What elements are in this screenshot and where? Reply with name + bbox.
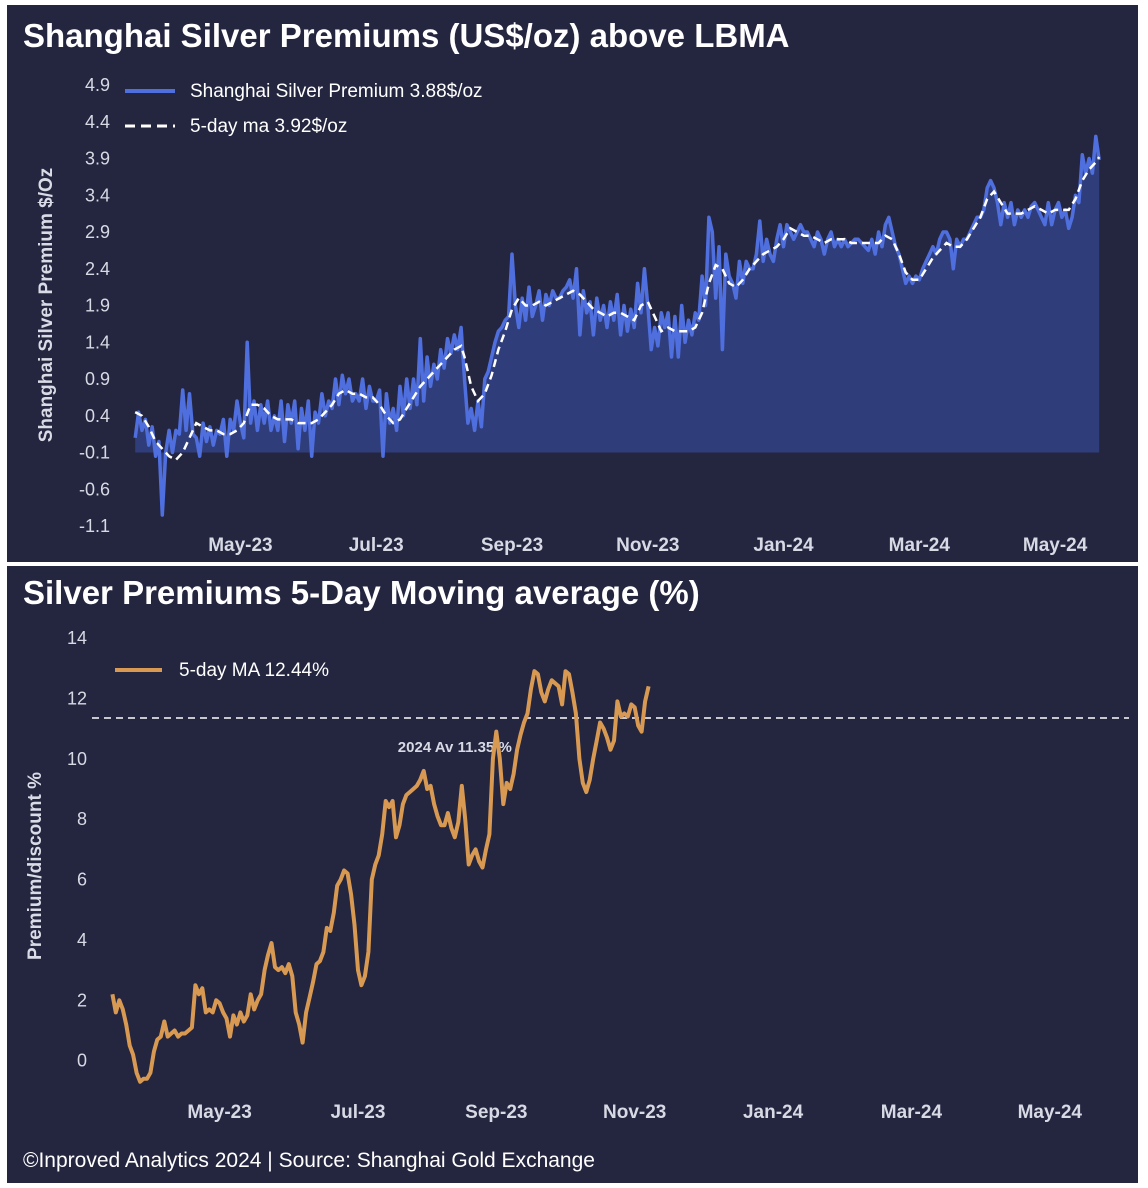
premium-y-tick: 0.9 bbox=[85, 369, 110, 389]
ma-percent-line bbox=[110, 669, 651, 1084]
premium-y-tick: 3.9 bbox=[85, 149, 110, 169]
ma-x-tick: May-24 bbox=[1018, 1102, 1083, 1123]
legend-ma-label: 5-day ma 3.92$/oz bbox=[190, 116, 347, 137]
ma-x-tick: Jul-23 bbox=[331, 1102, 386, 1123]
premium-y-tick: -0.1 bbox=[79, 443, 110, 463]
ma-x-tick: Sep-23 bbox=[465, 1102, 527, 1123]
average-2024-label: 2024 Av 11.35 % bbox=[398, 739, 512, 756]
ma-chart-svg: 14 12 10 8 6 4 2 0 May-23 Jul-23 Sep-23 Nov-23 Jan-2… bbox=[25, 628, 1129, 1123]
ma-x-tick: May-23 bbox=[187, 1102, 251, 1123]
premium-x-tick: Mar-24 bbox=[889, 535, 951, 556]
premium-y-tick: 1.4 bbox=[85, 332, 110, 352]
ma-x-tick: Nov-23 bbox=[603, 1102, 666, 1123]
ma-y-tick: 2 bbox=[77, 990, 87, 1010]
ma-y-tick: 14 bbox=[67, 628, 87, 648]
premium-chart-title: Shanghai Silver Premiums (US$/oz) above … bbox=[23, 17, 790, 54]
ma-legend: 5-day MA 12.44% bbox=[115, 660, 329, 681]
ma-y-tick: 10 bbox=[67, 749, 87, 769]
premium-legend: Shanghai Silver Premium 3.88$/oz 5-day m… bbox=[125, 81, 483, 137]
premium-x-tick: Sep-23 bbox=[481, 535, 543, 556]
ma-y-tick: 12 bbox=[67, 688, 87, 708]
premium-y-axis-title: Shanghai Silver Premium $/Oz bbox=[36, 168, 57, 443]
legend-pct-label: 5-day MA 12.44% bbox=[179, 660, 329, 681]
ma-y-tick: 8 bbox=[77, 809, 87, 829]
premium-area bbox=[135, 136, 1100, 515]
ma-x-tick: Jan-24 bbox=[743, 1102, 804, 1123]
ma-chart-panel: Silver Premiums 5-Day Moving average (%)… bbox=[7, 566, 1138, 1183]
premium-x-tick: May-23 bbox=[208, 535, 272, 556]
premium-x-tick: Jul-23 bbox=[349, 535, 404, 556]
footer-credit: ©Inproved Analytics 2024 | Source: Shang… bbox=[23, 1149, 595, 1172]
legend-premium-label: Shanghai Silver Premium 3.88$/oz bbox=[190, 81, 483, 102]
premium-chart-svg: 4.9 4.4 3.9 3.4 2.9 2.4 1.9 1.4 0.9 0.4 -0.1 -0.6 -1… bbox=[36, 75, 1101, 556]
premium-y-tick: 0.4 bbox=[85, 406, 110, 426]
premium-y-tick: 4.4 bbox=[85, 112, 110, 132]
premium-x-tick: May-24 bbox=[1023, 535, 1088, 556]
premium-y-tick: 3.4 bbox=[85, 185, 110, 205]
premium-y-tick: -1.1 bbox=[79, 516, 110, 536]
premium-y-tick: -0.6 bbox=[79, 479, 110, 499]
premium-5day-ma-line bbox=[134, 156, 1101, 462]
premium-x-tick: Jan-24 bbox=[753, 535, 814, 556]
premium-y-tick: 2.9 bbox=[85, 222, 110, 242]
ma-chart-title: Silver Premiums 5-Day Moving average (%) bbox=[23, 574, 700, 611]
ma-y-tick: 0 bbox=[77, 1051, 87, 1071]
ma-y-axis-title: Premium/discount % bbox=[25, 772, 46, 960]
ma-x-tick: Mar-24 bbox=[881, 1102, 943, 1123]
premium-chart-panel: Shanghai Silver Premiums (US$/oz) above … bbox=[7, 5, 1138, 562]
ma-y-tick: 6 bbox=[77, 870, 87, 890]
premium-line bbox=[133, 134, 1101, 517]
ma-y-tick: 4 bbox=[77, 930, 87, 950]
premium-y-tick: 4.9 bbox=[85, 75, 110, 95]
premium-y-tick: 1.9 bbox=[85, 296, 110, 316]
premium-x-tick: Nov-23 bbox=[616, 535, 679, 556]
premium-y-tick: 2.4 bbox=[85, 259, 110, 279]
